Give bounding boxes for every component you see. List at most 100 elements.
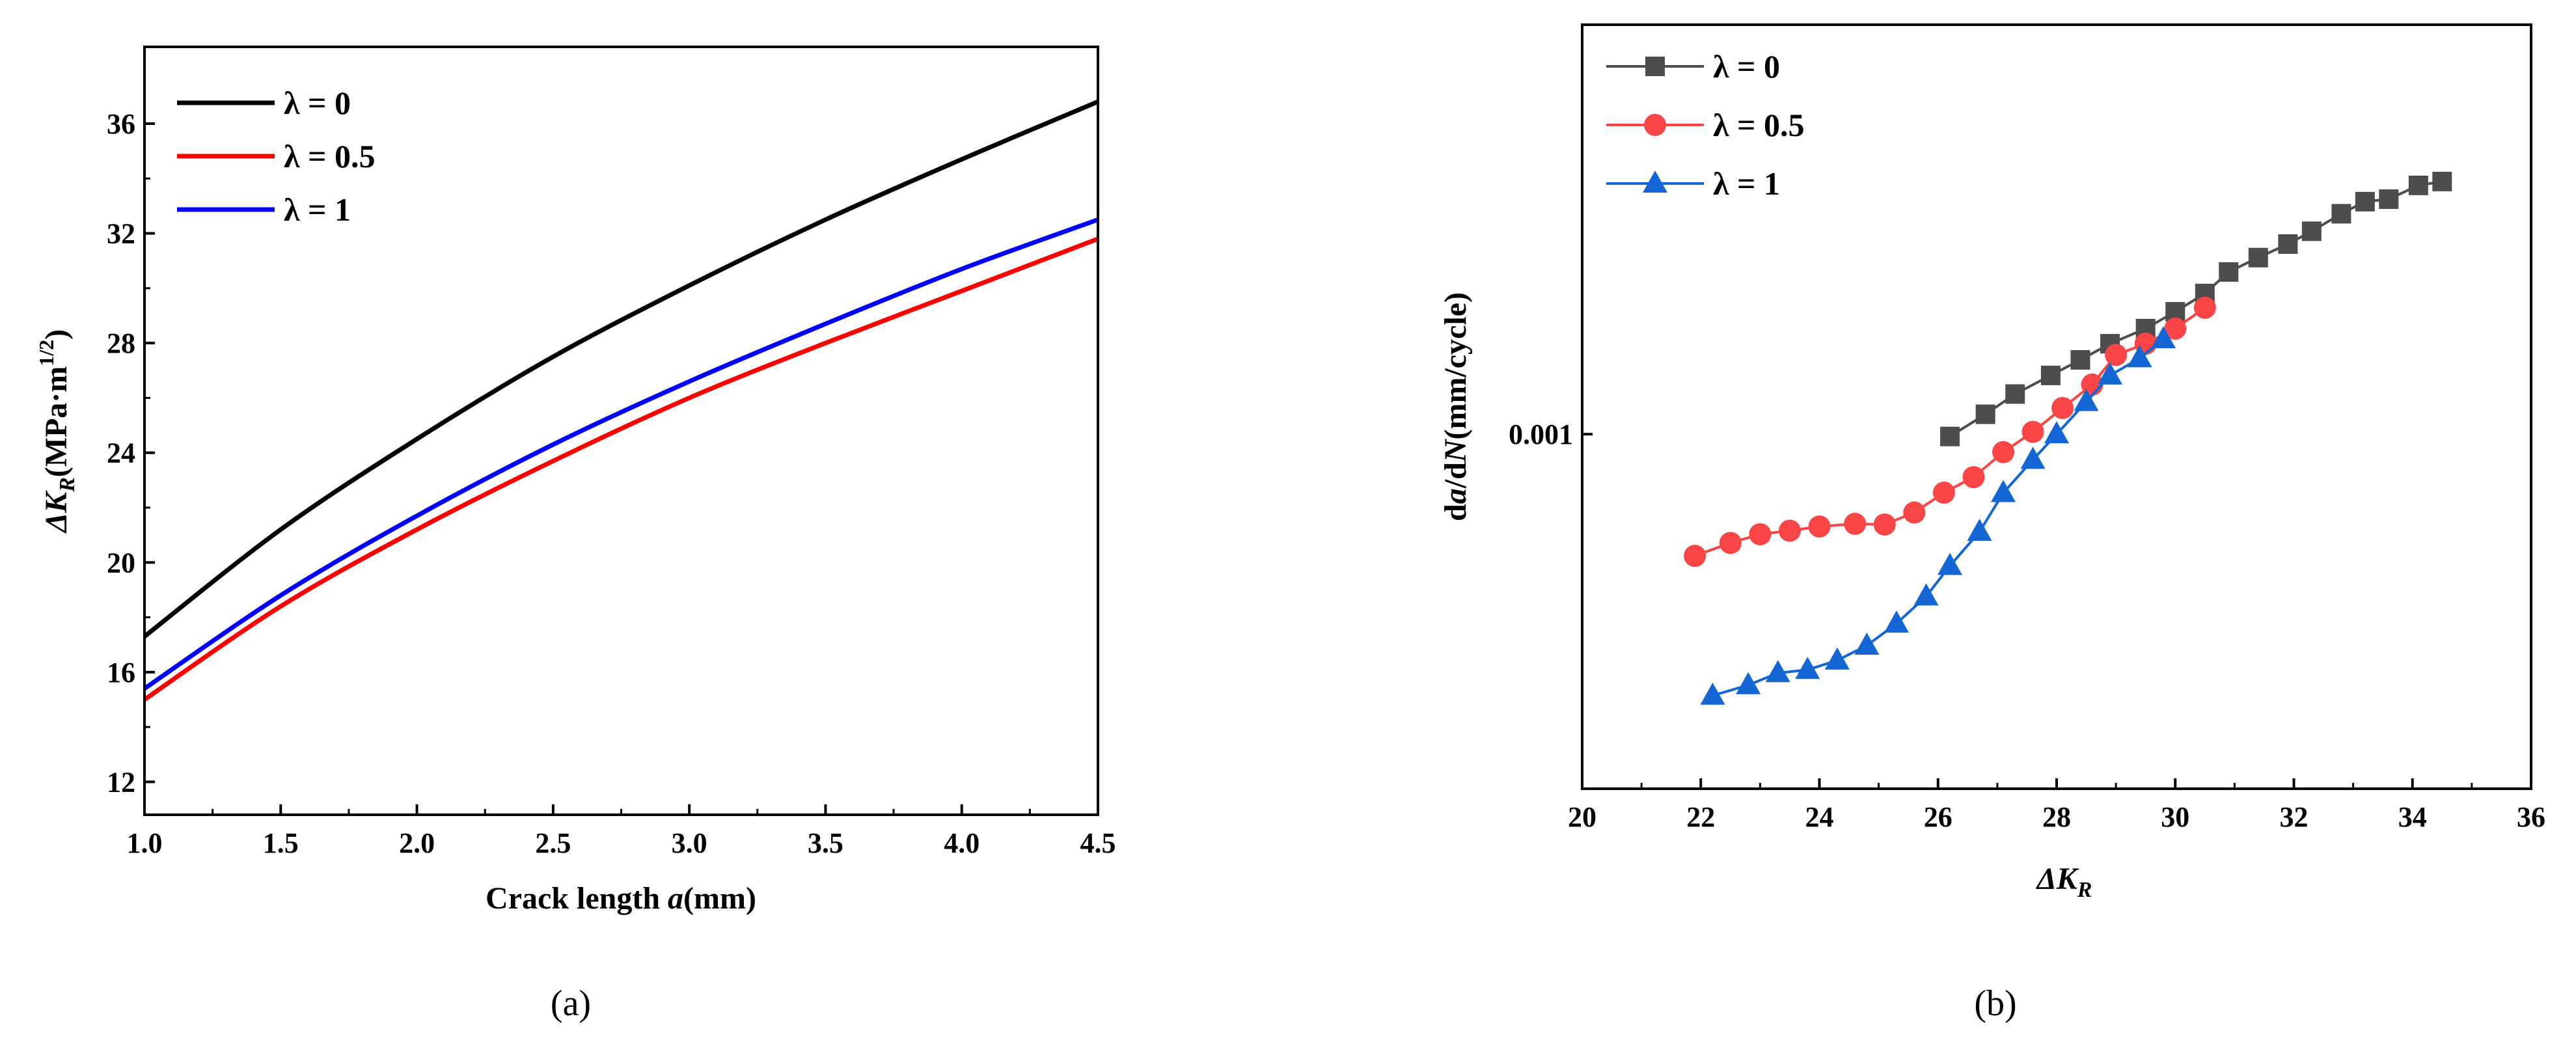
x-tick-label: 26 bbox=[1924, 801, 1953, 833]
data-point-1 bbox=[2051, 396, 2074, 419]
y-tick-label: 0.001 bbox=[1509, 418, 1573, 450]
data-point-1 bbox=[1749, 523, 1772, 545]
data-point-1 bbox=[1992, 441, 2014, 463]
data-point-2 bbox=[1913, 583, 1939, 606]
series-line-2 bbox=[1712, 338, 2165, 697]
data-point-2 bbox=[1937, 553, 1962, 575]
legend-marker-0 bbox=[1645, 57, 1665, 76]
legend-label-0: λ = 0 bbox=[284, 85, 351, 121]
data-point-1 bbox=[1903, 501, 1926, 524]
data-point-1 bbox=[1932, 482, 1955, 504]
data-point-2 bbox=[2020, 446, 2046, 469]
x-tick-label: 4.5 bbox=[1080, 827, 1116, 859]
data-point-2 bbox=[1795, 657, 1820, 679]
data-point-2 bbox=[1967, 519, 1992, 541]
chart-a-panel-label: (a) bbox=[551, 983, 591, 1024]
data-point-0 bbox=[2040, 365, 2061, 385]
data-point-0 bbox=[2379, 189, 2399, 210]
data-point-1 bbox=[1844, 512, 1867, 535]
chart-b-panel-label: (b) bbox=[1974, 983, 2016, 1024]
y-tick-label: 12 bbox=[107, 766, 135, 798]
y-tick-label: 24 bbox=[107, 437, 135, 469]
data-point-1 bbox=[1962, 466, 1985, 489]
data-point-0 bbox=[2408, 175, 2428, 195]
data-point-2 bbox=[1824, 647, 1850, 670]
x-tick-label: 3.0 bbox=[672, 827, 707, 859]
legend-label-1: λ = 0.5 bbox=[284, 138, 376, 174]
y-tick-label: 28 bbox=[107, 327, 135, 359]
x-tick-label: 1.0 bbox=[127, 827, 163, 859]
data-point-0 bbox=[2278, 234, 2298, 254]
y-tick-label: 36 bbox=[107, 108, 135, 140]
data-point-2 bbox=[1854, 632, 1880, 655]
data-point-1 bbox=[2193, 296, 2216, 319]
data-point-1 bbox=[1808, 515, 1831, 538]
series-line-1 bbox=[143, 236, 1099, 702]
data-point-2 bbox=[2098, 362, 2123, 385]
data-point-2 bbox=[2127, 345, 2152, 368]
chart-b-plot-frame bbox=[1581, 23, 2532, 790]
x-tick-label: 32 bbox=[2280, 801, 2309, 833]
data-point-1 bbox=[1778, 519, 1801, 542]
data-point-0 bbox=[2301, 221, 2322, 241]
series-line-0 bbox=[143, 100, 1099, 638]
data-point-0 bbox=[2432, 171, 2452, 191]
legend-label-2: λ = 1 bbox=[1713, 165, 1780, 202]
y-tick-label: 32 bbox=[107, 218, 135, 250]
chart-a-plot-frame bbox=[143, 46, 1099, 816]
legend-label-2: λ = 1 bbox=[284, 191, 351, 228]
data-point-2 bbox=[2044, 421, 2069, 444]
data-point-1 bbox=[1873, 513, 1896, 536]
x-tick-label: 28 bbox=[2042, 801, 2071, 833]
x-tick-label: 36 bbox=[2517, 801, 2545, 833]
y-tick-label: 16 bbox=[107, 657, 135, 689]
chart-a-legend: λ = 0 λ = 0.5 λ = 1 bbox=[177, 85, 376, 228]
data-point-2 bbox=[1700, 682, 1725, 705]
chart-b-y-axis-label: da/dN(mm/cycle) bbox=[1438, 292, 1473, 521]
data-point-0 bbox=[1939, 426, 1960, 446]
data-point-2 bbox=[1736, 672, 1761, 694]
x-tick-label: 20 bbox=[1568, 801, 1596, 833]
chart-b-series bbox=[1684, 171, 2452, 705]
data-point-0 bbox=[2248, 247, 2268, 267]
chart-b-legend: λ = 0 λ = 0.5 λ = 1 bbox=[1606, 48, 1805, 202]
data-point-2 bbox=[2074, 389, 2099, 411]
chart-b-ticks: 20 22 24 26 28 30 32 34 36 0.001 bbox=[1509, 418, 2545, 833]
data-point-1 bbox=[2164, 318, 2187, 340]
data-point-1 bbox=[2021, 420, 2044, 443]
legend-marker-1 bbox=[1644, 114, 1666, 136]
chart-a-series bbox=[143, 100, 1099, 702]
data-point-2 bbox=[1990, 480, 2016, 502]
legend-marker-2 bbox=[1643, 171, 1667, 193]
data-point-1 bbox=[1684, 545, 1706, 567]
x-tick-label: 2.0 bbox=[399, 827, 435, 859]
legend-label-1: λ = 0.5 bbox=[1713, 107, 1805, 143]
data-point-2 bbox=[1765, 660, 1790, 683]
chart-a-y-axis-label: ΔKR(MPa·m1/2) bbox=[34, 329, 79, 534]
data-point-1 bbox=[1719, 532, 1742, 554]
series-line-2 bbox=[143, 217, 1099, 691]
x-tick-label: 1.5 bbox=[263, 827, 299, 859]
data-point-1 bbox=[2105, 344, 2128, 366]
data-point-0 bbox=[2070, 349, 2090, 370]
data-point-0 bbox=[1975, 404, 1995, 424]
x-tick-label: 4.0 bbox=[944, 827, 980, 859]
x-tick-label: 3.5 bbox=[808, 827, 843, 859]
chart-a: 1.0 1.5 2.0 2.5 3.0 3.5 4.0 4.5 12 16 20 24 28 32 36 λ… bbox=[34, 46, 1116, 1024]
data-point-0 bbox=[2355, 191, 2375, 212]
legend-label-0: λ = 0 bbox=[1713, 48, 1780, 85]
chart-a-x-axis-label: Crack length a(mm) bbox=[486, 881, 756, 916]
data-point-0 bbox=[2005, 384, 2025, 404]
data-point-2 bbox=[1884, 610, 1909, 633]
chart-b-x-axis-label: ΔKR bbox=[2036, 862, 2092, 902]
data-point-0 bbox=[2331, 204, 2351, 224]
chart-b: 20 22 24 26 28 30 32 34 360.001 λ = 0λ = 0.5λ = … bbox=[1438, 23, 2545, 1024]
x-tick-label: 24 bbox=[1805, 801, 1834, 833]
x-tick-label: 2.5 bbox=[535, 827, 571, 859]
y-tick-label: 20 bbox=[107, 547, 135, 579]
x-tick-label: 22 bbox=[1686, 801, 1715, 833]
data-point-2 bbox=[2151, 326, 2176, 349]
data-point-0 bbox=[2219, 262, 2239, 282]
chart-a-ticks: 1.0 1.5 2.0 2.5 3.0 3.5 4.0 4.5 12 16 20 24 28 32 36 bbox=[107, 108, 1116, 859]
